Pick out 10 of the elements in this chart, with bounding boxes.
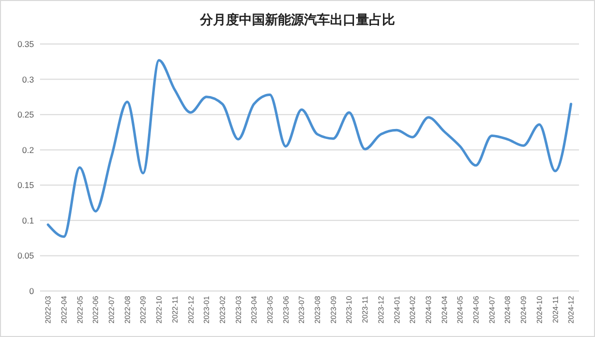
chart-title: 分月度中国新能源汽车出口量占比 (199, 12, 395, 27)
y-tick-label: 0.25 (17, 110, 34, 120)
line-series (46, 58, 572, 238)
y-tick-label: 0.1 (22, 215, 34, 226)
y-tick-label: 0.35 (17, 38, 34, 49)
y-tick-label: 0 (29, 286, 34, 296)
y-tick-label: 0.3 (22, 74, 34, 84)
y-tick-label: 0.2 (22, 144, 34, 155)
y-tick-label: 0.15 (17, 180, 34, 190)
y-tick-label: 0.05 (17, 250, 34, 261)
